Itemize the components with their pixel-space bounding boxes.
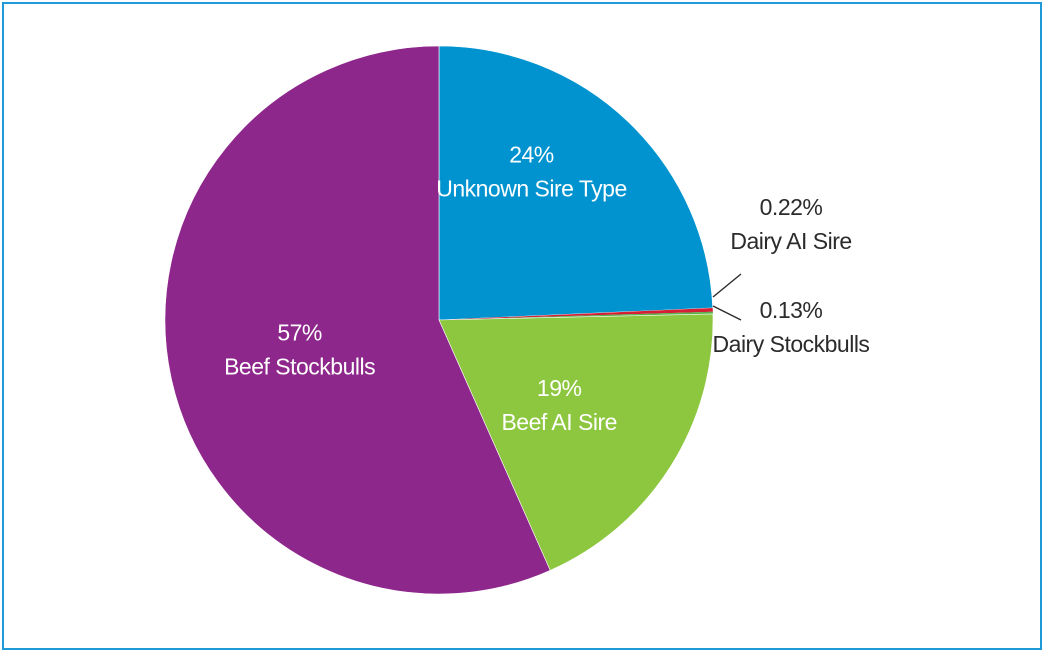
slice-percent-unknown-sire-type: 24% [509,141,554,167]
pie-slice-dairy-ai-sire [439,307,713,320]
slice-name-beef-stockbulls: Beef Stockbulls [224,354,375,380]
pie-slice-beef-stockbulls [164,45,551,595]
slice-name-unknown-sire-type: Unknown Sire Type [436,175,627,201]
slice-percent-dairy-ai-sire: 0.22% [760,194,823,220]
slice-percent-dairy-stockbulls: 0.13% [760,297,823,323]
leader-line-dairy-ai-sire [712,273,742,298]
slice-percent-beef-stockbulls: 57% [277,320,322,346]
pie-slices [164,45,714,595]
slice-name-dairy-stockbulls: Dairy Stockbulls [713,331,870,357]
slice-percent-beef-ai-sire: 19% [537,375,582,401]
pie-slice-unknown-sire-type [438,45,714,321]
pie-slice-dairy-stockbulls [439,311,713,320]
slice-name-dairy-ai-sire: Dairy AI Sire [730,228,851,254]
slice-labels: 24% Unknown Sire Type 0.22% Dairy AI Sire 0.… [224,141,870,435]
pie-slice-beef-ai-sire [438,313,714,571]
leader-line-dairy-stockbulls [712,305,742,321]
leader-lines [712,273,742,321]
slice-name-beef-ai-sire: Beef AI Sire [501,409,616,435]
